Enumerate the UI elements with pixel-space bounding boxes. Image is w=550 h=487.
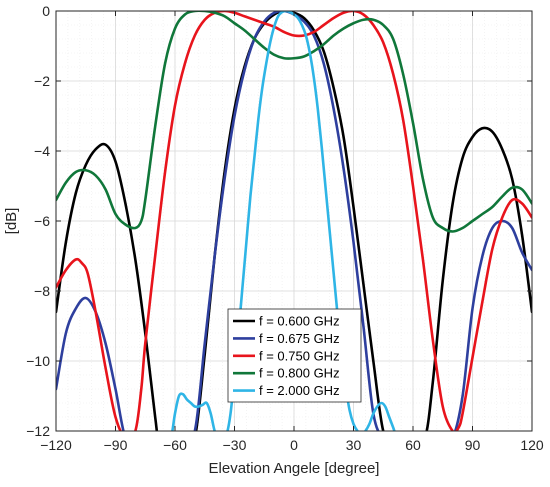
y-tick-labels: 0 −2 −4 −6 −8 −10 −12 <box>26 3 50 439</box>
y-tick-label: −6 <box>34 213 50 229</box>
x-tick-label: 0 <box>290 437 298 453</box>
legend-label: f = 0.800 GHz <box>259 366 340 381</box>
legend-label: f = 2.000 GHz <box>259 383 340 398</box>
y-tick-label: −12 <box>26 423 50 439</box>
legend-label: f = 0.600 GHz <box>259 314 340 329</box>
legend: f = 0.600 GHz f = 0.675 GHz f = 0.750 GHz f… <box>227 308 362 403</box>
y-tick-label: −2 <box>34 73 50 89</box>
x-tick-label: 120 <box>520 437 544 453</box>
y-tick-label: −8 <box>34 283 50 299</box>
legend-label: f = 0.750 GHz <box>259 348 340 363</box>
series-line-3 <box>56 11 532 431</box>
x-tick-labels: −120 −90 −60 −30 0 30 60 90 120 <box>40 437 544 453</box>
x-tick-label: 90 <box>465 437 481 453</box>
x-tick-label: 30 <box>346 437 362 453</box>
x-tick-label: −30 <box>223 437 247 453</box>
x-tick-label: −90 <box>104 437 128 453</box>
y-tick-label: 0 <box>42 3 50 19</box>
x-tick-label: −120 <box>40 437 72 453</box>
legend-label: f = 0.675 GHz <box>259 331 340 346</box>
series-line-4 <box>56 11 532 233</box>
y-axis-label: [dB] <box>3 208 20 235</box>
y-tick-label: −4 <box>34 143 50 159</box>
axis-ticks <box>55 10 533 432</box>
y-tick-label: −10 <box>26 353 50 369</box>
x-tick-label: 60 <box>405 437 421 453</box>
x-axis-label: Elevation Angele [degree] <box>209 460 380 477</box>
x-tick-label: −60 <box>163 437 187 453</box>
